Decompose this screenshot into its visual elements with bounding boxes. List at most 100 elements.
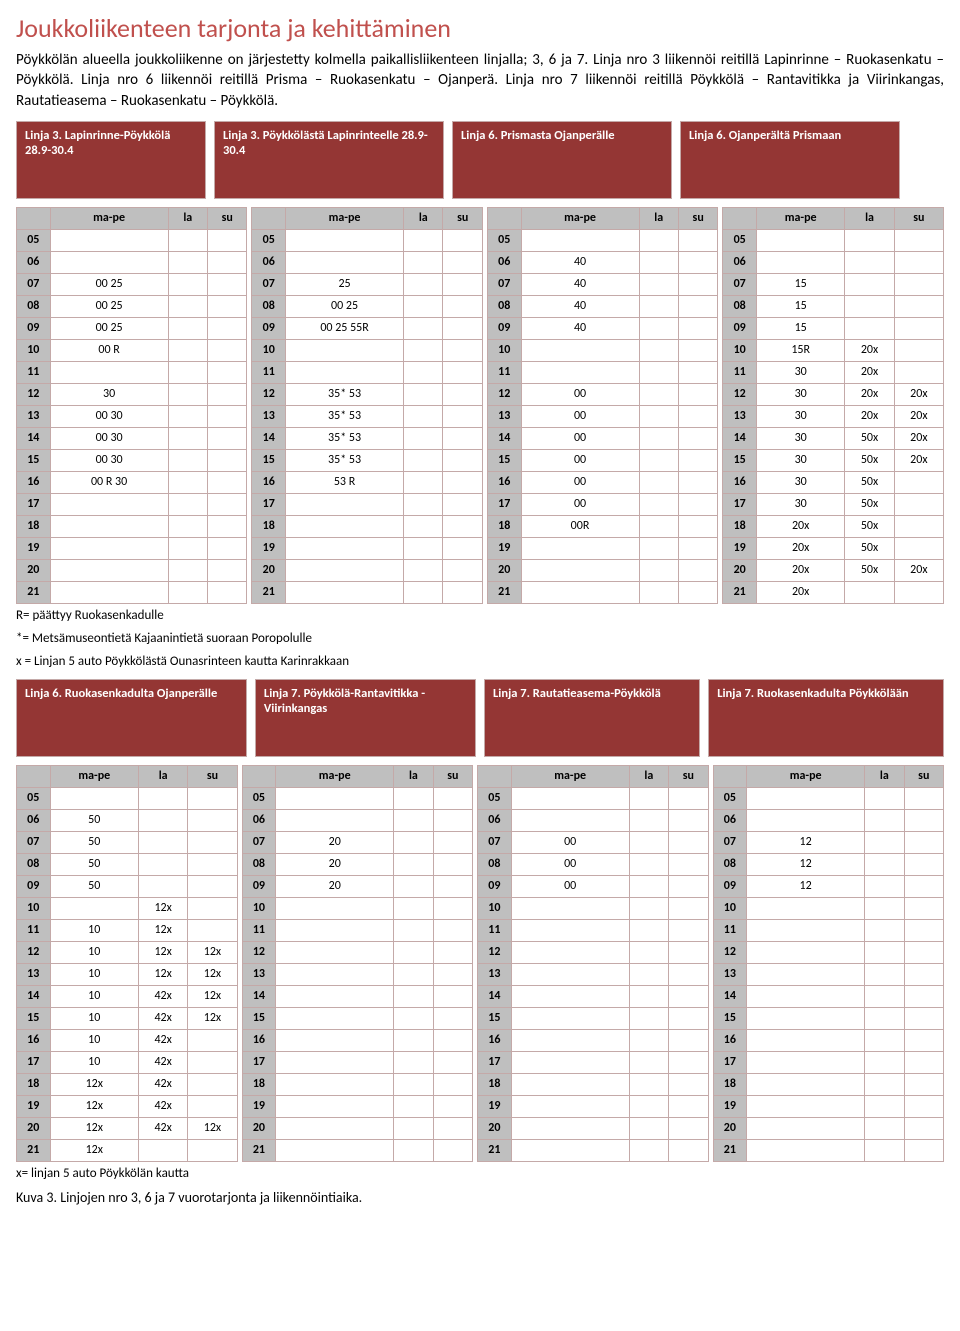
time-cell	[276, 1051, 394, 1073]
hour-cell: 17	[723, 493, 757, 515]
hour-cell: 07	[723, 273, 757, 295]
time-cell	[286, 581, 404, 603]
time-cell	[678, 515, 717, 537]
time-cell	[443, 581, 482, 603]
time-cell	[276, 1095, 394, 1117]
time-cell	[188, 919, 237, 941]
hour-cell: 15	[17, 1007, 51, 1029]
header-blank	[17, 765, 51, 787]
header-blank	[478, 765, 512, 787]
time-cell	[639, 581, 678, 603]
hour-cell: 08	[242, 853, 276, 875]
hour-cell: 14	[252, 427, 286, 449]
hour-cell: 08	[487, 295, 521, 317]
time-cell: 00 30	[50, 449, 168, 471]
time-cell	[521, 581, 639, 603]
time-cell	[639, 317, 678, 339]
time-cell	[904, 1051, 943, 1073]
time-cell: 00	[521, 427, 639, 449]
time-cell	[894, 537, 943, 559]
time-cell	[394, 1073, 433, 1095]
time-cell	[865, 787, 904, 809]
hour-cell: 10	[17, 339, 51, 361]
time-cell	[639, 493, 678, 515]
time-cell	[188, 875, 237, 897]
time-cell: 20x	[756, 537, 844, 559]
time-cell	[511, 1139, 629, 1161]
hour-cell: 12	[17, 941, 51, 963]
hour-cell: 18	[252, 515, 286, 537]
route-header: Linja 6. Ruokasenkadulta Ojanperälle	[16, 679, 247, 757]
time-cell	[50, 515, 168, 537]
timetable: ma-pelasu0506072008200920101112131415161…	[242, 765, 473, 1162]
time-cell	[894, 295, 943, 317]
time-cell: 15	[756, 295, 844, 317]
time-cell	[443, 339, 482, 361]
hour-cell: 11	[252, 361, 286, 383]
time-cell: 30	[756, 361, 844, 383]
hour-cell: 08	[17, 853, 51, 875]
time-cell: 50x	[845, 515, 894, 537]
time-cell	[404, 339, 443, 361]
time-cell	[433, 1029, 472, 1051]
hour-cell: 10	[723, 339, 757, 361]
time-cell	[629, 1117, 668, 1139]
time-cell	[511, 1117, 629, 1139]
time-cell: 20x	[845, 383, 894, 405]
time-cell	[639, 229, 678, 251]
time-cell: 12	[747, 853, 865, 875]
timetable: ma-pelasu0506500750085009501012x111012x1…	[16, 765, 238, 1162]
time-cell	[865, 941, 904, 963]
hour-cell: 06	[17, 251, 51, 273]
time-cell	[207, 251, 246, 273]
time-cell: 30	[756, 449, 844, 471]
time-cell	[168, 449, 207, 471]
hour-cell: 15	[478, 1007, 512, 1029]
time-cell	[207, 581, 246, 603]
time-cell: 00 25	[50, 295, 168, 317]
note-line: R= päättyy Ruokasenkadulle	[16, 608, 944, 623]
time-cell	[629, 853, 668, 875]
time-cell	[511, 1073, 629, 1095]
time-cell	[433, 985, 472, 1007]
time-cell	[678, 405, 717, 427]
hour-cell: 13	[252, 405, 286, 427]
hour-cell: 07	[713, 831, 747, 853]
time-cell	[904, 985, 943, 1007]
route-header: Linja 7. Pöykkölä-Rantavitikka -Viirinka…	[255, 679, 476, 757]
time-cell	[286, 537, 404, 559]
hour-cell: 21	[723, 581, 757, 603]
hour-cell: 07	[252, 273, 286, 295]
time-cell: 00	[521, 449, 639, 471]
time-cell	[747, 919, 865, 941]
time-cell	[168, 273, 207, 295]
day-header: ma-pe	[521, 207, 639, 229]
time-cell: 42x	[138, 1007, 187, 1029]
time-cell	[865, 1139, 904, 1161]
time-cell	[904, 831, 943, 853]
day-header: la	[138, 765, 187, 787]
time-cell	[904, 809, 943, 831]
time-cell	[669, 985, 708, 1007]
time-cell	[678, 229, 717, 251]
time-cell	[511, 787, 629, 809]
time-cell	[845, 251, 894, 273]
time-cell: 40	[521, 251, 639, 273]
route-header: Linja 7. Rautatieasema-Pöykkölä	[484, 679, 700, 757]
time-cell: 12x	[138, 919, 187, 941]
time-cell	[138, 875, 187, 897]
time-cell	[276, 1073, 394, 1095]
day-header: ma-pe	[50, 207, 168, 229]
notes-2: x= linjan 5 auto Pöykkölän kautta	[16, 1166, 944, 1181]
time-cell	[433, 941, 472, 963]
time-cell	[669, 787, 708, 809]
time-cell: 00 25	[50, 317, 168, 339]
time-cell: 42x	[138, 1095, 187, 1117]
time-cell	[865, 1117, 904, 1139]
hour-cell: 11	[242, 919, 276, 941]
hour-cell: 21	[478, 1139, 512, 1161]
time-cell	[207, 559, 246, 581]
route-header: Linja 3. Pöykkölästä Lapinrinteelle 28.9…	[214, 121, 444, 199]
hour-cell: 13	[723, 405, 757, 427]
time-cell: 12x	[50, 1073, 138, 1095]
